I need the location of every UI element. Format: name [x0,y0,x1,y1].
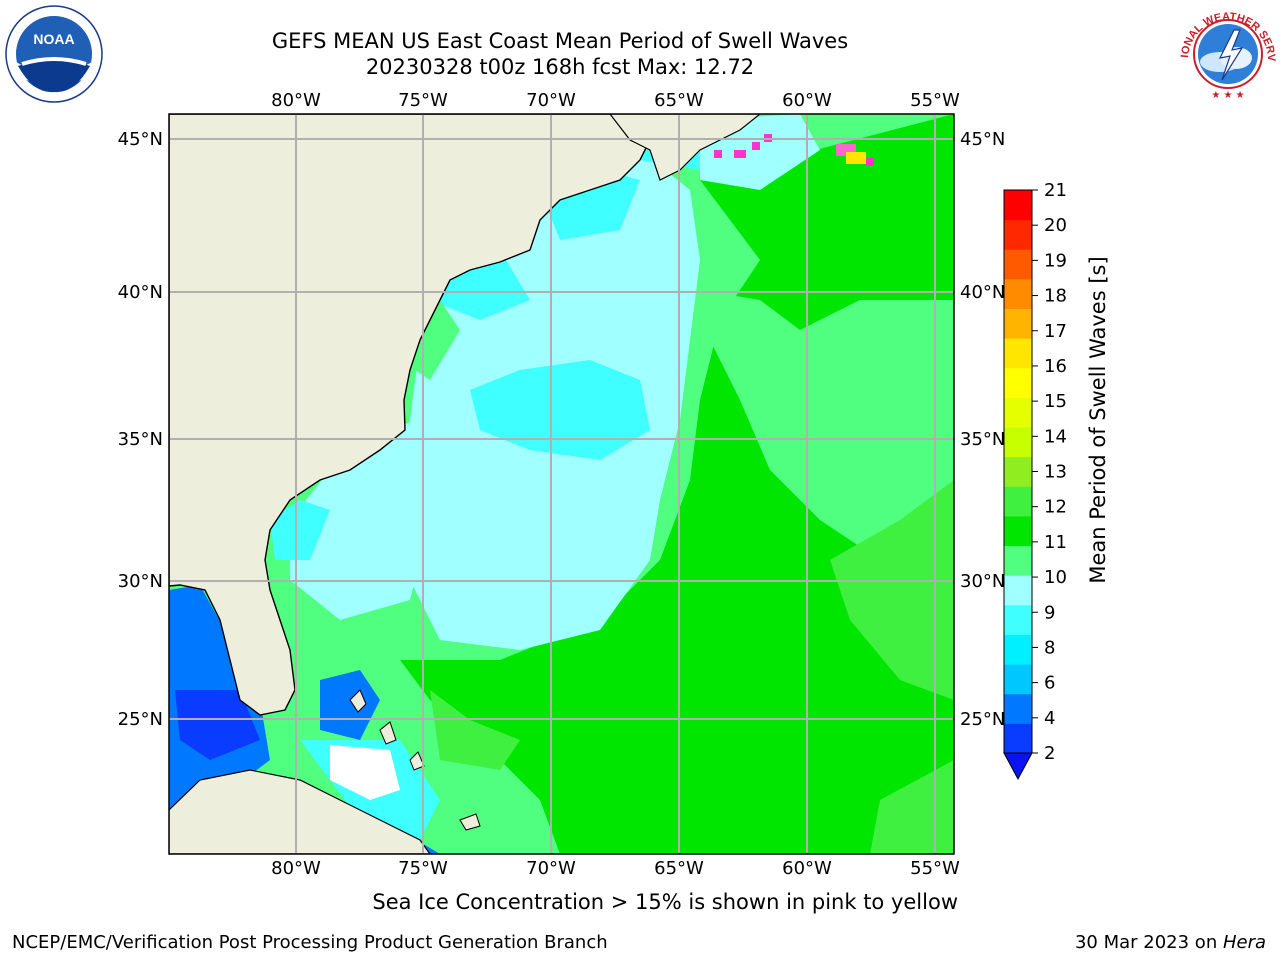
colorbar-segment [1004,545,1032,576]
lat-label: 30°N [118,571,163,592]
colorbar-tick-label: 10 [1044,567,1067,588]
colorbar-segment [1004,219,1032,250]
lon-label: 65°W [654,858,704,879]
colorbar-tick-label: 18 [1044,286,1067,307]
lon-label: 60°W [782,90,832,111]
noaa-logo-text: NOAA [33,31,74,47]
lon-label: 55°W [910,858,960,879]
colorbar-tick-label: 19 [1044,250,1067,271]
lat-label: 40°N [118,282,163,303]
colorbar-segment [1004,515,1032,547]
lon-label: 70°W [526,858,576,879]
us-land [169,114,661,716]
colorbar-segment [1004,338,1032,369]
colorbar-segment [1004,367,1032,398]
cuba-land [169,769,431,854]
chart-title: GEFS MEAN US East Coast Mean Period of S… [271,29,849,53]
colorbar-segment [1004,427,1032,458]
colorbar-tick-label: 16 [1044,356,1067,377]
lon-label: 80°W [271,858,321,879]
lon-label: 65°W [654,90,704,111]
colorbar-segment [1004,664,1032,695]
map-gridlines [169,114,954,854]
colorbar-segment [1004,190,1032,221]
lat-label: 25°N [118,709,163,730]
lat-label: 35°N [960,429,1005,450]
lat-label: 45°N [960,129,1005,150]
colorbar-segment [1004,693,1032,724]
lat-label: 35°N [118,429,163,450]
lon-label: 80°W [271,90,321,111]
lon-label: 70°W [526,90,576,111]
lat-labels-left: 45°N 40°N 35°N 30°N 25°N [118,129,163,730]
lon-labels-top: 80°W 75°W 70°W 65°W 60°W 55°W [271,90,960,111]
lon-label: 60°W [782,858,832,879]
nws-logo: NATIONAL WEATHER SERVICE ★ ★ ★ [1176,2,1278,104]
lat-label: 30°N [960,571,1005,592]
colorbar-segment [1004,723,1032,754]
lon-label: 75°W [398,858,448,879]
ocean-swell-6-8 [470,360,650,460]
map-frame [168,113,955,855]
lon-label: 55°W [910,90,960,111]
colorbar-tick-label: 6 [1044,673,1055,694]
footer-date-text: 30 Mar 2023 on [1074,932,1223,953]
colorbar-tick-label: 17 [1044,321,1067,342]
colorbar-tick-label: 14 [1044,426,1067,447]
lat-label: 25°N [960,709,1005,730]
colorbar-segment [1004,575,1032,606]
ocean-swell-10-11 [400,114,954,854]
colorbar-extend [1003,752,1033,781]
colorbar-segment [1004,486,1032,517]
colorbar-tick-label: 21 [1044,180,1067,201]
colorbar-segment [1004,278,1032,310]
footer-date: 30 Mar 2023 on Hera [1075,932,1266,953]
colorbar-label: Mean Period of Swell Waves [s] [1086,256,1110,584]
colorbar-tick-label: 9 [1044,602,1055,623]
chart-subtitle: 20230328 t00z 168h fcst Max: 12.72 [365,55,755,79]
colorbar-tick-label: 2 [1044,743,1055,764]
lat-label: 40°N [960,282,1005,303]
lat-labels-right: 45°N 40°N 35°N 30°N 25°N [960,129,1005,730]
colorbar-segment [1004,249,1032,280]
colorbar-segment [1004,456,1032,487]
lat-label: 45°N [118,129,163,150]
colorbar: 2 4 6 8 9 10 11 12 13 14 15 16 17 18 19 20 21 [1003,180,1067,781]
noaa-logo: NOAA [5,5,103,103]
colorbar-tick-label: 20 [1044,215,1067,236]
colorbar-segment [1004,604,1032,635]
lon-label: 75°W [398,90,448,111]
footer-host: Hera [1222,932,1266,953]
footer-credit: NCEP/EMC/Verification Post Processing Pr… [12,932,608,953]
map-panel [169,114,954,854]
lon-labels-bottom: 80°W 75°W 70°W 65°W 60°W 55°W [271,858,960,879]
colorbar-tick-label: 4 [1044,708,1055,729]
colorbar-tick-label: 11 [1044,532,1067,553]
svg-text:★ ★ ★: ★ ★ ★ [1211,90,1244,101]
colorbar-tick-label: 12 [1044,497,1067,518]
ocean-swell-11-12 [830,480,954,700]
colorbar-segment [1004,308,1032,339]
colorbar-tick-label: 15 [1044,391,1067,412]
colorbar-segment [1004,397,1032,428]
sea-ice-note: Sea Ice Concentration > 15% is shown in … [372,890,958,914]
colorbar-tick-label: 13 [1044,462,1067,483]
colorbar-segment [1004,634,1032,665]
colorbar-tick-label: 8 [1044,637,1055,658]
